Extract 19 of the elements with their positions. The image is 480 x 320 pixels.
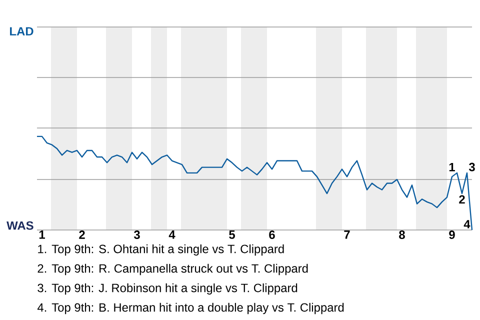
annotation: 1 — [449, 163, 455, 172]
text: 3. Top 9th: J. Robinson hit a single vs T. Clippard — [38, 283, 298, 295]
ref-line-label: LAD — [10, 27, 34, 36]
annotation: 4 — [464, 220, 470, 228]
x-tick-label: 5 — [229, 230, 235, 239]
x-tick-label: 2 — [79, 230, 85, 239]
x-tick-label: 6 — [269, 230, 275, 239]
x-tick-label: 3 — [134, 230, 140, 240]
x-tick-label: 4 — [168, 230, 176, 239]
x-tick-label: 1 — [39, 230, 45, 239]
text: 4. Top 9th: B. Herman hit into a double play vs T. Clippard — [37, 302, 344, 314]
text: 2. Top 9th: R. Campanella struck out vs T. Clippard — [38, 264, 308, 276]
x-tick-label: 7 — [344, 230, 350, 239]
annotation: 3 — [468, 162, 475, 172]
text: 1. Top 9th: S. Ohtani hit a single vs T. Clippard — [38, 244, 284, 256]
x-tick-label: 9 — [449, 230, 455, 239]
x-tick-label: 8 — [399, 230, 405, 239]
text: WAS — [6, 221, 34, 230]
annotation: 2 — [459, 195, 465, 204]
